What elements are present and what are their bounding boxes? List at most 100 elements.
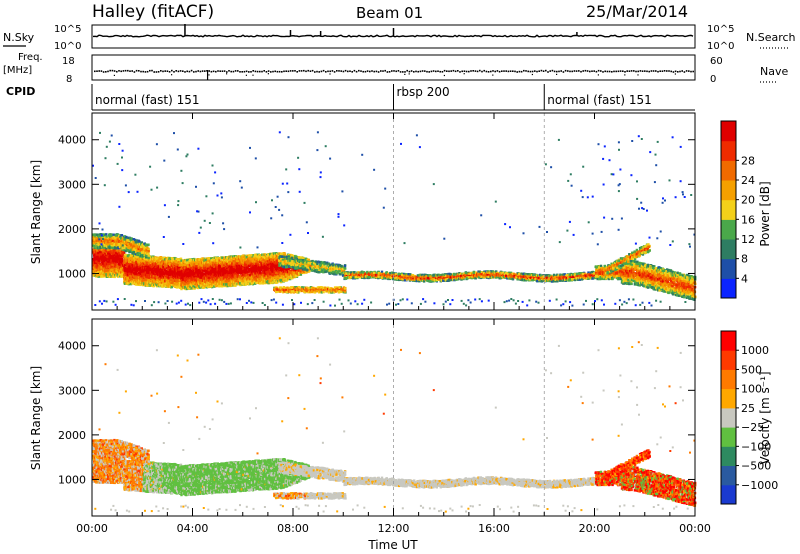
power-cell bbox=[126, 261, 130, 264]
power-cell bbox=[130, 271, 133, 274]
freq-point bbox=[245, 70, 248, 73]
freq-point bbox=[395, 70, 397, 73]
power-cell bbox=[121, 272, 124, 276]
freq-point bbox=[646, 70, 648, 73]
noise-strip-frame bbox=[91, 24, 696, 49]
freq-point bbox=[171, 69, 173, 72]
power-cell bbox=[96, 248, 99, 251]
power-cell bbox=[131, 264, 134, 267]
freq-point bbox=[243, 70, 246, 73]
freq-point bbox=[342, 70, 345, 73]
freq-point bbox=[518, 70, 521, 73]
freq-point bbox=[399, 71, 402, 73]
power-cell bbox=[121, 251, 124, 254]
freq-point bbox=[259, 70, 261, 73]
power-cell bbox=[137, 272, 141, 275]
freq-point bbox=[289, 70, 292, 72]
freq-point bbox=[679, 70, 681, 73]
power-cell bbox=[135, 273, 139, 277]
power-cell bbox=[121, 271, 125, 274]
freq-point bbox=[195, 70, 197, 73]
power-cell bbox=[120, 268, 123, 271]
freq-point bbox=[263, 70, 265, 72]
power-cell bbox=[103, 262, 107, 265]
freq-point bbox=[182, 70, 184, 72]
freq-point bbox=[102, 71, 105, 73]
power-cell bbox=[188, 273, 192, 277]
freq-point bbox=[261, 70, 263, 73]
freq-point bbox=[604, 70, 606, 73]
power-cell bbox=[108, 275, 112, 278]
freq-point bbox=[322, 69, 325, 72]
power-cell bbox=[129, 256, 133, 260]
power-cell bbox=[100, 266, 103, 269]
power-cell bbox=[128, 258, 131, 262]
freq-point bbox=[435, 70, 437, 73]
power-cell bbox=[105, 267, 108, 271]
nave-point bbox=[245, 74, 247, 76]
nave-point bbox=[267, 73, 269, 75]
power-cell bbox=[112, 252, 116, 255]
freq-point bbox=[624, 71, 626, 73]
freq-point bbox=[166, 70, 169, 72]
freq-point bbox=[580, 70, 582, 73]
power-cell bbox=[126, 282, 129, 285]
freq-point bbox=[311, 69, 314, 72]
power-cell bbox=[134, 268, 137, 271]
power-cell bbox=[116, 273, 119, 276]
freq-point bbox=[597, 69, 600, 72]
power-cell bbox=[92, 264, 95, 267]
power-cell bbox=[129, 278, 133, 281]
noise-right-tick-low: 10^0 bbox=[707, 41, 734, 52]
freq-point bbox=[593, 70, 595, 72]
freq-point bbox=[256, 70, 259, 73]
power-cell bbox=[188, 259, 191, 263]
freq-point bbox=[474, 70, 477, 72]
freq-point bbox=[514, 70, 516, 73]
freq-point bbox=[419, 70, 422, 73]
freq-point bbox=[483, 69, 485, 72]
power-cell bbox=[119, 250, 122, 253]
power-cell bbox=[133, 271, 136, 275]
freq-point bbox=[666, 70, 668, 72]
power-cell bbox=[92, 270, 95, 273]
power-cell bbox=[112, 274, 115, 277]
freq-point bbox=[485, 70, 488, 73]
power-cell bbox=[123, 265, 126, 269]
freq-point bbox=[536, 70, 538, 73]
freq-point bbox=[186, 70, 188, 73]
freq-point bbox=[564, 69, 567, 72]
power-cell bbox=[118, 264, 122, 268]
power-cell bbox=[97, 271, 100, 274]
freq-point bbox=[571, 70, 573, 73]
power-cell bbox=[131, 277, 134, 281]
nave-point bbox=[113, 74, 115, 76]
power-cell bbox=[159, 257, 162, 260]
power-cell bbox=[125, 261, 128, 264]
freq-point bbox=[413, 71, 415, 73]
nave-point bbox=[404, 73, 406, 75]
power-cell bbox=[114, 263, 117, 267]
freq-point bbox=[333, 71, 336, 73]
freq-point bbox=[331, 70, 334, 72]
freq-point bbox=[617, 70, 620, 73]
freq-point bbox=[109, 69, 111, 72]
power-cell bbox=[105, 253, 108, 257]
freq-point bbox=[525, 70, 527, 72]
freq-point bbox=[338, 70, 340, 72]
freq-point bbox=[615, 70, 617, 73]
power-cell bbox=[115, 266, 118, 269]
power-cell bbox=[118, 256, 121, 259]
power-cell bbox=[128, 260, 131, 263]
freq-point bbox=[553, 70, 556, 73]
freq-point bbox=[529, 70, 532, 73]
power-cell bbox=[109, 273, 112, 276]
power-cell bbox=[97, 259, 100, 262]
nave-point bbox=[208, 74, 210, 76]
power-cell bbox=[113, 258, 116, 261]
freq-point bbox=[336, 70, 338, 72]
power-cell bbox=[103, 269, 107, 272]
power-cell bbox=[107, 262, 110, 266]
power-cell bbox=[134, 257, 137, 260]
